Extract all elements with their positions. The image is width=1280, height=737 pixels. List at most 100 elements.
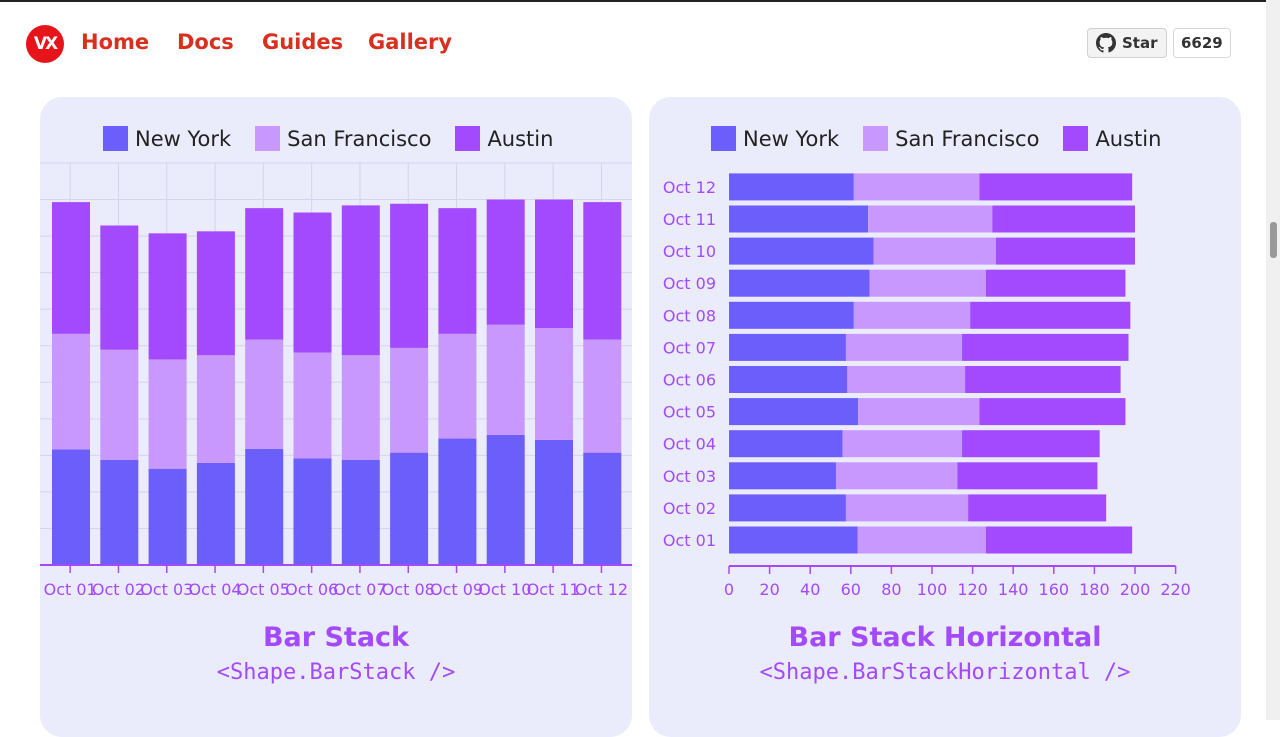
github-star-button[interactable]: Star bbox=[1087, 28, 1167, 58]
legend-item-austin: Austin bbox=[455, 126, 553, 151]
scrollbar[interactable] bbox=[1266, 0, 1280, 720]
legend-label: Austin bbox=[1095, 126, 1162, 151]
vx-logo[interactable]: VX bbox=[26, 25, 64, 63]
bar-segment-austin bbox=[985, 269, 1126, 297]
bar-segment-san-francisco bbox=[100, 349, 139, 460]
legend-label: New York bbox=[135, 126, 232, 151]
x-tick-label: 80 bbox=[881, 580, 901, 599]
bar-segment-austin bbox=[196, 231, 235, 356]
bar-segment-austin bbox=[970, 301, 1131, 329]
card-subtitle: <Shape.BarStack /> bbox=[216, 660, 456, 685]
card-subtitle: <Shape.BarStackHorizontal /> bbox=[759, 660, 1131, 685]
legend-vertical: New York San Francisco Austin bbox=[103, 126, 577, 151]
bar-segment-san-francisco bbox=[341, 355, 380, 460]
legend-swatch bbox=[455, 126, 481, 151]
x-tick-label: 100 bbox=[917, 580, 948, 599]
bar-segment-austin bbox=[979, 398, 1126, 426]
bar-segment-austin bbox=[962, 333, 1129, 361]
bar-segment-austin bbox=[100, 225, 139, 350]
legend-item-san-francisco: San Francisco bbox=[863, 126, 1039, 151]
x-tick-label: 0 bbox=[724, 580, 734, 599]
x-tick-label: Oct 02 bbox=[92, 580, 145, 599]
bar-segment-new-york bbox=[729, 301, 854, 329]
bar-segment-austin bbox=[535, 199, 573, 329]
nav-gallery[interactable]: Gallery bbox=[368, 30, 453, 54]
bar-segment-new-york bbox=[100, 459, 139, 565]
bar-segment-san-francisco bbox=[293, 352, 332, 459]
bar-segment-san-francisco bbox=[858, 398, 980, 426]
bar-segment-san-francisco bbox=[847, 366, 966, 393]
x-tick-label: 120 bbox=[957, 580, 988, 599]
legend-item-austin: Austin bbox=[1063, 126, 1161, 151]
y-tick-label: Oct 03 bbox=[663, 467, 716, 486]
legend-swatch bbox=[711, 126, 736, 151]
bar-segment-san-francisco bbox=[853, 301, 971, 329]
legend-swatch bbox=[863, 126, 889, 151]
bar-segment-new-york bbox=[729, 205, 869, 233]
x-tick-label: Oct 10 bbox=[478, 580, 531, 599]
bar-segment-san-francisco bbox=[857, 526, 986, 554]
bar-segment-new-york bbox=[729, 366, 848, 393]
bar-segment-austin bbox=[979, 173, 1133, 201]
bar-segment-san-francisco bbox=[486, 324, 525, 435]
legend-label: Austin bbox=[487, 126, 554, 151]
bar-segment-new-york bbox=[341, 459, 380, 565]
bar-segment-new-york bbox=[729, 333, 846, 361]
bar-segment-new-york bbox=[245, 448, 284, 565]
nav-home[interactable]: Home bbox=[81, 30, 150, 54]
card-title: Bar Stack Horizontal bbox=[788, 622, 1102, 653]
x-tick-label: 180 bbox=[1079, 580, 1110, 599]
bar-segment-austin bbox=[486, 199, 525, 325]
y-tick-label: Oct 07 bbox=[663, 338, 716, 357]
bar-segment-austin bbox=[968, 494, 1107, 522]
y-tick-label: Oct 08 bbox=[663, 306, 716, 325]
x-tick-label: Oct 07 bbox=[333, 580, 386, 599]
bar-segment-austin bbox=[293, 212, 332, 353]
bar-segment-san-francisco bbox=[853, 173, 980, 201]
y-tick-label: Oct 10 bbox=[663, 242, 716, 261]
star-count[interactable]: 6629 bbox=[1173, 28, 1231, 58]
legend-label: San Francisco bbox=[895, 126, 1040, 151]
bar-segment-austin bbox=[992, 205, 1135, 233]
legend-label: San Francisco bbox=[287, 126, 432, 151]
legend-item-new-york: New York bbox=[711, 126, 839, 151]
legend-item-new-york: New York bbox=[103, 126, 231, 151]
bar-segment-new-york bbox=[729, 494, 846, 522]
bar-segment-new-york bbox=[729, 462, 836, 490]
bar-segment-new-york bbox=[729, 173, 854, 201]
bar-segment-new-york bbox=[438, 438, 477, 565]
bar-segment-san-francisco bbox=[845, 333, 963, 361]
card-title: Bar Stack bbox=[262, 622, 410, 653]
legend-swatch bbox=[1063, 126, 1089, 151]
bar-segment-san-francisco bbox=[835, 462, 958, 490]
bar-segment-new-york bbox=[729, 526, 858, 554]
bar-segment-new-york bbox=[148, 468, 187, 565]
y-tick-label: Oct 05 bbox=[663, 403, 716, 422]
scrollbar-thumb[interactable] bbox=[1270, 222, 1277, 258]
x-tick-label: Oct 06 bbox=[285, 580, 338, 599]
bar-segment-san-francisco bbox=[535, 328, 573, 440]
x-tick-label: 220 bbox=[1160, 580, 1191, 599]
x-tick-label: Oct 09 bbox=[430, 580, 483, 599]
x-tick-label: 60 bbox=[841, 580, 861, 599]
y-tick-label: Oct 04 bbox=[663, 435, 716, 454]
bar-segment-new-york bbox=[52, 449, 90, 565]
legend-item-san-francisco: San Francisco bbox=[255, 126, 431, 151]
bar-segment-austin bbox=[962, 430, 1100, 458]
nav-docs[interactable]: Docs bbox=[177, 30, 234, 54]
x-tick-label: 20 bbox=[759, 580, 779, 599]
top-border bbox=[0, 0, 1280, 2]
nav-guides[interactable]: Guides bbox=[262, 30, 344, 54]
bar-segment-san-francisco bbox=[52, 333, 90, 450]
bar-segment-austin bbox=[957, 462, 1098, 490]
x-tick-label: 140 bbox=[998, 580, 1029, 599]
x-tick-label: 160 bbox=[1039, 580, 1070, 599]
bar-segment-san-francisco bbox=[390, 347, 429, 453]
bar-segment-austin bbox=[438, 208, 477, 334]
x-tick-label: 200 bbox=[1120, 580, 1151, 599]
x-tick-label: Oct 11 bbox=[527, 580, 580, 599]
bar-stack-card[interactable]: Bar Stack <Shape.BarStack /> bbox=[40, 97, 632, 737]
bar-segment-san-francisco bbox=[583, 339, 622, 453]
bar-segment-austin bbox=[341, 205, 380, 356]
